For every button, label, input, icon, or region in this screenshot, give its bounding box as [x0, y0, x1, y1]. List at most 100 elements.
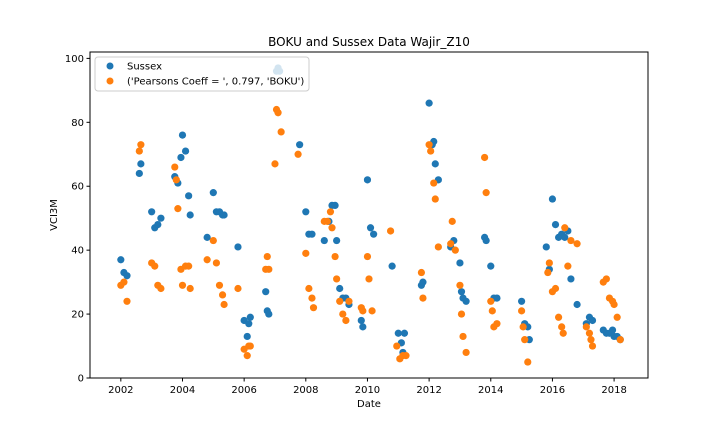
point-boku-72	[459, 332, 467, 341]
point-boku-39	[309, 304, 318, 312]
point-sussex-65	[456, 259, 464, 267]
point-sussex-2	[123, 272, 131, 280]
point-sussex-47	[359, 323, 367, 331]
point-boku-84	[544, 268, 552, 277]
point-boku-6	[151, 262, 159, 270]
point-sussex-34	[302, 208, 310, 216]
point-boku-81	[519, 323, 527, 331]
point-boku-31	[271, 160, 279, 168]
point-boku-20	[215, 281, 224, 289]
point-boku-100	[602, 275, 610, 283]
point-boku-30	[265, 265, 273, 273]
point-sussex-11	[177, 153, 185, 162]
y-tick-label-0: 0	[78, 374, 84, 385]
point-sussex-46	[357, 316, 365, 325]
point-boku-105	[616, 336, 624, 344]
legend-marker-boku	[106, 77, 114, 85]
point-boku-44	[331, 252, 339, 261]
plot-frame	[89, 51, 649, 379]
x-tick-label-3: 2008	[293, 385, 318, 396]
point-sussex-86	[567, 275, 575, 283]
point-sussex-22	[234, 243, 242, 251]
point-boku-96	[585, 329, 594, 337]
point-boku-19	[212, 259, 220, 267]
point-boku-85	[545, 259, 553, 267]
x-tick-label-6: 2014	[478, 385, 503, 396]
point-boku-59	[402, 352, 410, 360]
point-sussex-71	[487, 262, 495, 270]
point-boku-88	[555, 313, 563, 321]
point-sussex-84	[561, 233, 569, 241]
point-sussex-55	[400, 329, 409, 337]
point-sussex-61	[431, 160, 439, 168]
point-boku-91	[561, 224, 569, 232]
point-boku-36	[302, 249, 310, 257]
point-boku-8	[157, 284, 165, 293]
point-boku-55	[386, 227, 395, 235]
point-boku-34	[277, 128, 285, 136]
point-boku-47	[339, 310, 347, 318]
point-boku-56	[393, 342, 401, 350]
point-sussex-21	[220, 211, 228, 219]
point-boku-1	[120, 278, 128, 286]
point-sussex-40	[331, 201, 339, 210]
point-boku-95	[582, 323, 590, 331]
point-boku-66	[434, 243, 442, 251]
point-boku-33	[274, 109, 282, 117]
point-boku-35	[294, 150, 302, 158]
point-sussex-50	[370, 230, 378, 238]
point-boku-64	[430, 179, 438, 187]
point-boku-43	[328, 224, 336, 232]
legend-label-boku: ('Pearsons Coeff = ', 0.797, 'BOKU')	[127, 77, 304, 88]
point-boku-98	[588, 342, 597, 350]
point-boku-10	[172, 176, 180, 184]
point-boku-2	[123, 297, 131, 305]
x-axis: 2002 2004 2006 2008 2010 2012 2014 2016 2018	[108, 378, 627, 396]
point-boku-38	[308, 294, 316, 302]
y-tick-label-4: 80	[71, 118, 84, 129]
y-tick-label-1: 20	[71, 310, 84, 321]
point-boku-87	[551, 284, 560, 293]
point-sussex-78	[542, 243, 550, 251]
point-boku-11	[174, 205, 182, 213]
point-boku-82	[521, 336, 529, 344]
point-sussex-57	[419, 278, 427, 286]
point-sussex-90	[588, 316, 597, 325]
x-tick-label-5: 2012	[416, 385, 441, 396]
point-sussex-24	[243, 332, 251, 341]
point-boku-60	[417, 268, 426, 277]
point-boku-94	[573, 240, 581, 248]
x-tick-label-7: 2016	[540, 385, 565, 396]
point-boku-71	[457, 310, 466, 318]
point-sussex-25	[245, 320, 253, 328]
point-boku-104	[613, 313, 621, 321]
legend-label-sussex: Sussex	[127, 62, 162, 73]
point-boku-13	[178, 281, 187, 289]
point-boku-53	[365, 275, 373, 283]
x-tick-label-4: 2010	[355, 385, 380, 396]
point-sussex-13	[181, 147, 190, 155]
point-sussex-26	[246, 313, 254, 321]
point-boku-80	[518, 307, 526, 315]
point-boku-37	[305, 284, 313, 293]
point-sussex-87	[573, 300, 581, 309]
point-boku-83	[524, 358, 532, 366]
point-boku-68	[448, 217, 456, 225]
x-axis-label: Date	[357, 399, 381, 410]
point-boku-46	[336, 297, 344, 305]
legend: Sussex ('Pearsons Coeff = ', 0.797, 'BOK…	[94, 56, 310, 92]
point-sussex-70	[482, 236, 490, 245]
point-sussex-73	[493, 294, 501, 302]
point-sussex-48	[363, 176, 372, 184]
point-sussex-74	[518, 297, 526, 305]
point-boku-73	[462, 348, 470, 357]
point-sussex-80	[548, 195, 557, 203]
point-sussex-16	[203, 233, 211, 241]
point-boku-45	[333, 275, 341, 283]
point-boku-3	[135, 147, 143, 155]
point-boku-51	[359, 307, 367, 315]
point-sussex-68	[462, 297, 470, 305]
point-boku-77	[488, 307, 496, 315]
point-boku-22	[220, 300, 228, 309]
